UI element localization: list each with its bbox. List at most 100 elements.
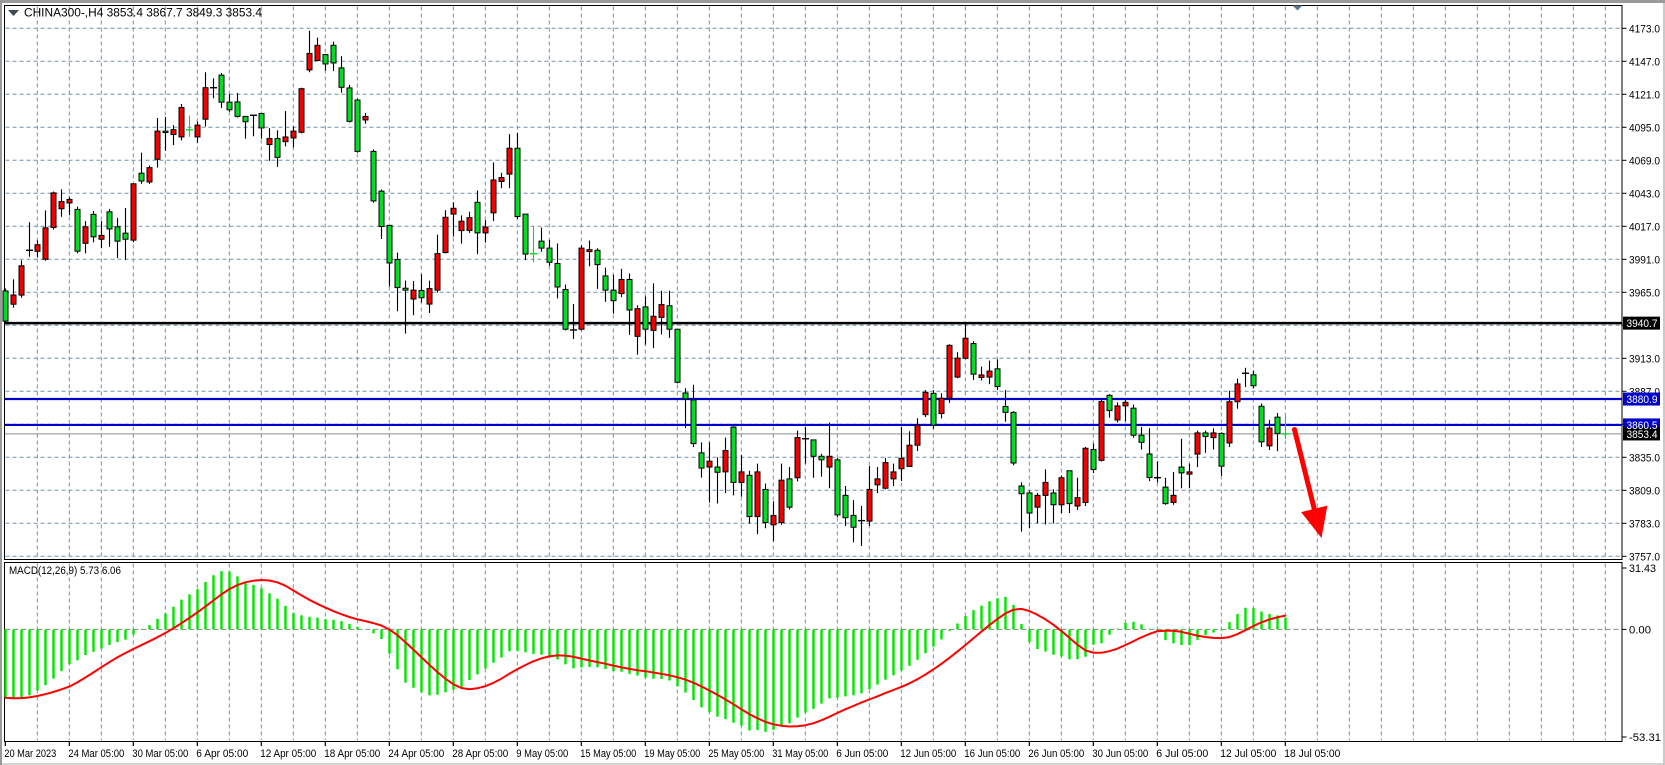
candle-body <box>626 278 633 311</box>
price-tick-label: 3991.0 <box>1629 254 1660 266</box>
candle-body <box>602 275 609 291</box>
candle <box>1202 430 1209 453</box>
candle-body <box>122 232 129 240</box>
candle <box>930 390 937 429</box>
price-tick-label: 4095.0 <box>1629 122 1660 134</box>
price-marker-label: 3880.9 <box>1627 394 1658 406</box>
candle-body <box>482 226 489 234</box>
time-tick-label: 30 Jun 05:00 <box>1092 748 1148 760</box>
candle <box>962 324 969 360</box>
candle <box>170 125 177 146</box>
candle <box>554 243 561 299</box>
candle-body <box>1010 411 1017 464</box>
candle <box>362 112 369 124</box>
candle <box>482 220 489 243</box>
candle <box>866 466 873 526</box>
candle <box>122 208 129 260</box>
main-pane: CHINA300-,H4 3853.4 3867.7 3849.3 3853.4 <box>2 5 1623 560</box>
candle <box>282 111 289 147</box>
candle <box>650 283 657 349</box>
candle-body <box>258 112 265 129</box>
candle <box>738 455 745 497</box>
candle <box>1138 427 1145 450</box>
candle-body <box>346 87 353 122</box>
candle <box>874 467 881 494</box>
price-tick-label: 3965.0 <box>1629 287 1660 299</box>
price-marker-box <box>1623 427 1660 441</box>
candle <box>306 30 313 73</box>
candle-body <box>170 129 177 136</box>
candle-body <box>730 426 737 483</box>
window-left-edge <box>0 3 2 765</box>
time-tick-label: 25 May 05:00 <box>708 748 764 760</box>
candle-body <box>354 99 361 152</box>
candle <box>386 224 393 287</box>
candle <box>10 279 17 308</box>
candle <box>330 41 337 72</box>
candle <box>314 37 321 62</box>
candle <box>1002 390 1009 422</box>
candle-body <box>890 471 897 480</box>
candle-body <box>1266 427 1273 447</box>
candle-body <box>1250 374 1257 387</box>
candle <box>1074 477 1081 510</box>
trend-arrow-head[interactable] <box>1301 505 1328 538</box>
candle-body <box>722 450 729 473</box>
candle <box>586 240 593 267</box>
candle-body <box>914 424 921 446</box>
time-tick-label: 12 Apr 05:00 <box>260 748 316 760</box>
candle <box>770 501 777 542</box>
candle <box>690 384 697 448</box>
candle <box>258 112 265 139</box>
candle-body <box>1050 492 1057 506</box>
candle-body <box>1218 432 1225 467</box>
candle <box>146 165 153 184</box>
candle-body <box>738 471 745 483</box>
candle <box>434 234 441 293</box>
candle-body <box>58 201 65 210</box>
candle <box>250 114 257 137</box>
candle <box>466 211 473 233</box>
candle-body <box>1026 492 1033 514</box>
candle <box>698 442 705 478</box>
candle <box>842 485 849 526</box>
candle <box>234 92 241 118</box>
candle <box>746 470 753 524</box>
candle-body <box>1114 405 1121 421</box>
chart-shift-marker-icon[interactable] <box>1292 5 1303 11</box>
trend-arrow-shaft[interactable] <box>1292 427 1319 518</box>
candle <box>402 280 409 334</box>
candle <box>906 431 913 467</box>
price-tick-label: 4043.0 <box>1629 188 1660 200</box>
candle-body <box>138 172 145 182</box>
time-axis[interactable]: 20 Mar 2023 24 Mar 05:00 30 Mar 05:00 6 Apr… <box>4 741 1340 761</box>
candle <box>426 280 433 313</box>
candle-body <box>426 288 433 305</box>
candle <box>450 202 457 237</box>
candle-body <box>1138 434 1145 443</box>
candle <box>1018 482 1025 532</box>
candle <box>186 115 193 137</box>
candle-body <box>378 190 385 228</box>
candle <box>1010 411 1017 466</box>
candle <box>114 217 121 259</box>
candle-body <box>450 207 457 215</box>
macd-label: MACD(12,26,9) 5.73 6.06 <box>9 565 121 577</box>
candle-body <box>1258 405 1265 443</box>
candle-body <box>410 289 417 300</box>
candle-body <box>882 462 889 489</box>
candle-body <box>874 478 881 486</box>
candle <box>1098 399 1105 462</box>
candle-body <box>490 179 497 214</box>
candle <box>802 427 809 464</box>
symbol-dropdown-icon[interactable] <box>8 10 19 16</box>
price-axis[interactable]: 4173.0 4147.0 4121.0 4095.0 4069.0 4043.0 4017… <box>1622 23 1660 563</box>
price-tick-label: 4069.0 <box>1629 155 1660 167</box>
candle-body <box>946 344 953 399</box>
price-marker-label: 3853.4 <box>1627 429 1658 441</box>
candle-body <box>1066 470 1073 505</box>
candle <box>818 453 825 477</box>
candle <box>1178 438 1185 489</box>
candle-body <box>474 201 481 234</box>
candle-body <box>266 138 273 146</box>
